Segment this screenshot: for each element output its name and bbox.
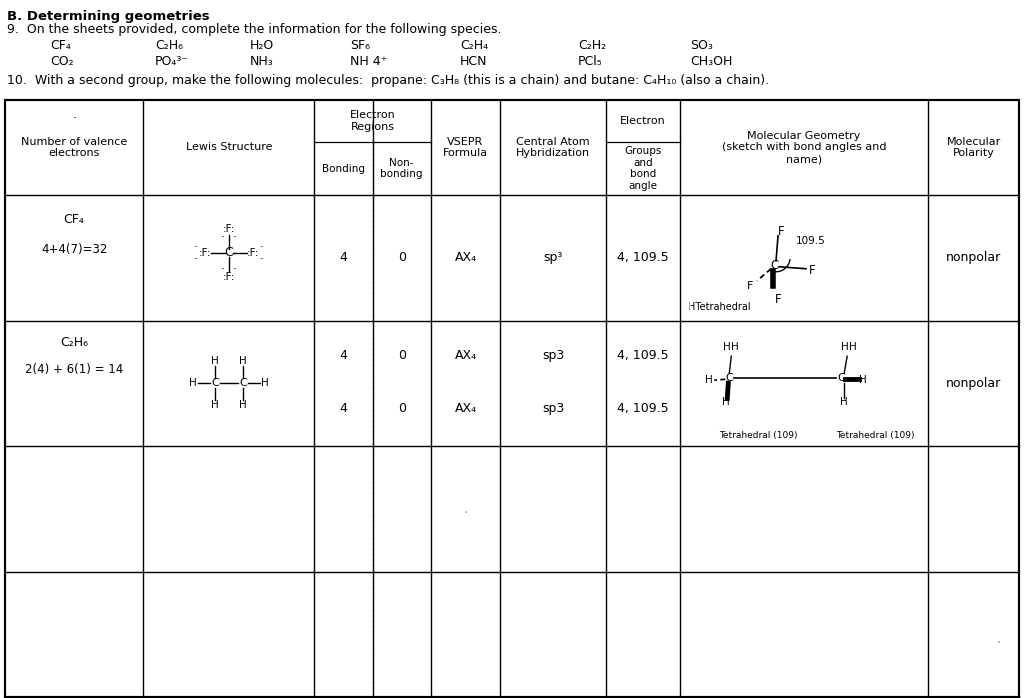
Text: VSEPR
Formula: VSEPR Formula	[443, 137, 488, 158]
Text: .: .	[463, 502, 468, 516]
Text: H: H	[188, 378, 197, 388]
Text: H: H	[261, 378, 268, 388]
Text: ··: ··	[259, 244, 264, 250]
Text: Molecular Geometry
(sketch with bond angles and
name): Molecular Geometry (sketch with bond ang…	[722, 131, 886, 164]
Text: Number of valence
electrons: Number of valence electrons	[22, 137, 127, 158]
Text: C: C	[725, 373, 733, 383]
Text: :F:: :F:	[199, 248, 211, 258]
Text: PCl₅: PCl₅	[578, 55, 603, 68]
Text: H: H	[211, 356, 219, 366]
Text: H: H	[841, 397, 848, 407]
Text: CF₄: CF₄	[63, 213, 85, 226]
Text: ··: ··	[220, 266, 225, 272]
Text: Non-
bonding: Non- bonding	[381, 158, 423, 179]
Text: H: H	[684, 302, 691, 313]
Text: C₂H₆: C₂H₆	[60, 336, 88, 348]
Text: F: F	[809, 265, 815, 277]
Text: .: .	[72, 108, 76, 121]
Text: 4, 109.5: 4, 109.5	[617, 251, 669, 265]
Text: ··: ··	[194, 244, 198, 250]
Text: :F:: :F:	[222, 272, 234, 282]
Text: Lewis Structure: Lewis Structure	[185, 142, 272, 152]
Text: H: H	[731, 342, 739, 352]
Text: 10.  With a second group, make the following molecules:  propane: C₃H₈ (this is : 10. With a second group, make the follow…	[7, 74, 769, 87]
Text: H: H	[849, 342, 857, 352]
Text: H: H	[239, 356, 247, 366]
Text: Tetrahedral (109): Tetrahedral (109)	[837, 431, 914, 440]
Text: F: F	[746, 281, 754, 291]
Text: Groups
and
bond
angle: Groups and bond angle	[624, 146, 662, 191]
Text: C₂H₂: C₂H₂	[578, 39, 606, 52]
Text: ··: ··	[194, 255, 198, 262]
Text: H: H	[706, 376, 713, 385]
Text: 4, 109.5: 4, 109.5	[617, 349, 669, 362]
Text: H: H	[239, 400, 247, 410]
Text: Electron: Electron	[620, 116, 666, 126]
Text: C: C	[211, 378, 219, 388]
Text: AX₄: AX₄	[455, 349, 476, 362]
Text: sp³: sp³	[544, 251, 563, 265]
Text: 0: 0	[397, 251, 406, 265]
Text: HCN: HCN	[460, 55, 487, 68]
Text: NH₃: NH₃	[250, 55, 273, 68]
Text: .: .	[996, 632, 1001, 646]
Text: 2(4) + 6(1) = 14: 2(4) + 6(1) = 14	[25, 362, 123, 376]
Text: ··: ··	[220, 234, 225, 239]
Text: CF₄: CF₄	[50, 39, 71, 52]
Text: NH 4⁺: NH 4⁺	[350, 55, 387, 68]
Text: Tetrahedral (109): Tetrahedral (109)	[719, 431, 798, 440]
Text: CO₂: CO₂	[50, 55, 74, 68]
Text: F: F	[777, 225, 784, 238]
Text: sp3: sp3	[542, 349, 564, 362]
Text: 4+4(7)=32: 4+4(7)=32	[41, 243, 108, 256]
Bar	[5, 100, 1019, 697]
Text: ··: ··	[232, 266, 237, 272]
Text: C: C	[770, 259, 778, 272]
Text: 9.  On the sheets provided, complete the information for the following species.: 9. On the sheets provided, complete the …	[7, 23, 502, 36]
Text: HTetrahedral: HTetrahedral	[687, 302, 751, 313]
Text: H: H	[211, 400, 219, 410]
Text: AX₄: AX₄	[455, 402, 476, 415]
Text: C₂H₄: C₂H₄	[460, 39, 488, 52]
Text: sp3: sp3	[542, 402, 564, 415]
Text: Electron
Regions: Electron Regions	[349, 110, 395, 132]
Text: AX₄: AX₄	[455, 251, 476, 265]
Text: 4: 4	[339, 349, 347, 362]
Text: B. Determining geometries: B. Determining geometries	[7, 10, 210, 23]
Text: SO₃: SO₃	[690, 39, 713, 52]
Text: 4: 4	[339, 251, 347, 265]
Text: H: H	[723, 342, 731, 352]
Text: ··: ··	[232, 234, 237, 239]
Text: :F:: :F:	[247, 248, 259, 258]
Text: C: C	[239, 378, 247, 388]
Text: :F:: :F:	[222, 224, 234, 234]
Text: nonpolar: nonpolar	[946, 251, 1001, 265]
Text: nonpolar: nonpolar	[946, 377, 1001, 389]
Text: F: F	[774, 293, 781, 306]
Text: Bonding: Bonding	[322, 163, 365, 174]
Text: H₂O: H₂O	[250, 39, 274, 52]
Text: Central Atom
Hybridization: Central Atom Hybridization	[516, 137, 590, 158]
Text: CH₃OH: CH₃OH	[690, 55, 732, 68]
Text: 4: 4	[339, 402, 347, 415]
Text: ··: ··	[259, 255, 264, 262]
Text: 4, 109.5: 4, 109.5	[617, 402, 669, 415]
Text: 109.5: 109.5	[796, 236, 825, 246]
Text: C: C	[838, 373, 845, 383]
Text: 0: 0	[397, 402, 406, 415]
Text: H: H	[859, 376, 867, 385]
Text: SF₆: SF₆	[350, 39, 370, 52]
Text: H: H	[842, 342, 849, 352]
Text: C: C	[224, 246, 233, 259]
Text: C₂H₆: C₂H₆	[155, 39, 183, 52]
Text: H: H	[722, 397, 730, 407]
Text: Molecular
Polarity: Molecular Polarity	[946, 137, 1000, 158]
Text: PO₄³⁻: PO₄³⁻	[155, 55, 189, 68]
Text: 0: 0	[397, 349, 406, 362]
